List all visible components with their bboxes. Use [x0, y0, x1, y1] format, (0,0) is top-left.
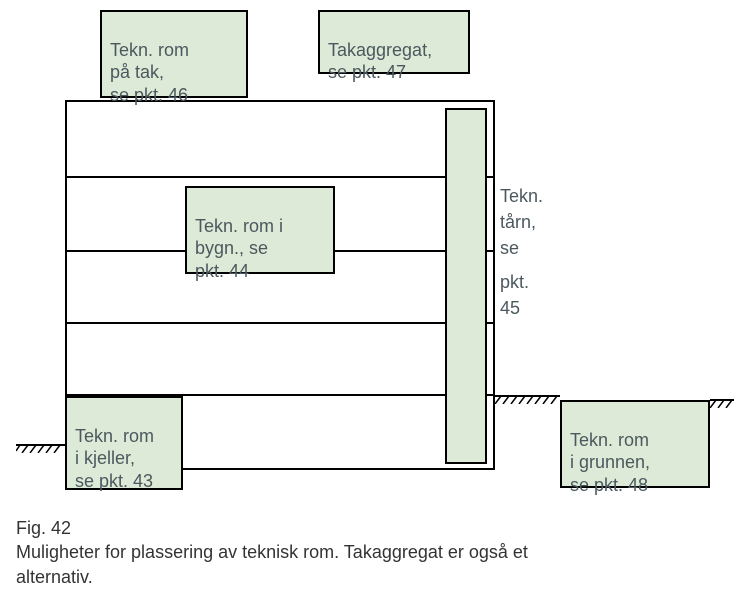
caption-title: Fig. 42 — [16, 518, 71, 538]
box-basement: Tekn. rom i kjeller, se pkt. 43 — [65, 396, 183, 490]
box-roof-unit-text: Takaggregat, se pkt. 47 — [328, 40, 432, 83]
tower-label-line-0: Tekn. — [500, 186, 543, 207]
ground-mid — [495, 390, 560, 404]
box-roof-room-text: Tekn. rom på tak, se pkt. 46 — [110, 40, 189, 105]
tower-label-line-3: pkt. — [500, 272, 529, 293]
figure-caption: Fig. 42 Muligheter for plassering av tek… — [16, 516, 716, 589]
caption-text: Muligheter for plassering av teknisk rom… — [16, 542, 528, 586]
tower-label-line-4: 45 — [500, 298, 520, 319]
floor-line-3 — [65, 322, 495, 324]
technical-tower — [445, 108, 487, 464]
box-ground: Tekn. rom i grunnen, se pkt. 48 — [560, 400, 710, 488]
ground-left — [16, 439, 65, 453]
tower-label-line-2: se — [500, 238, 519, 259]
box-in-building-text: Tekn. rom i bygn., se pkt. 44 — [195, 216, 283, 281]
box-in-building: Tekn. rom i bygn., se pkt. 44 — [185, 186, 335, 274]
floor-line-1 — [65, 176, 495, 178]
box-roof-room: Tekn. rom på tak, se pkt. 46 — [100, 10, 248, 98]
box-ground-text: Tekn. rom i grunnen, se pkt. 48 — [570, 430, 650, 495]
figure-canvas: Tekn. tårn, se pkt. 45 Tekn. rom på tak,… — [0, 0, 737, 588]
tower-label-line-1: tårn, — [500, 212, 536, 233]
box-roof-unit: Takaggregat, se pkt. 47 — [318, 10, 470, 74]
ground-right — [710, 394, 734, 408]
box-basement-text: Tekn. rom i kjeller, se pkt. 43 — [75, 426, 154, 491]
